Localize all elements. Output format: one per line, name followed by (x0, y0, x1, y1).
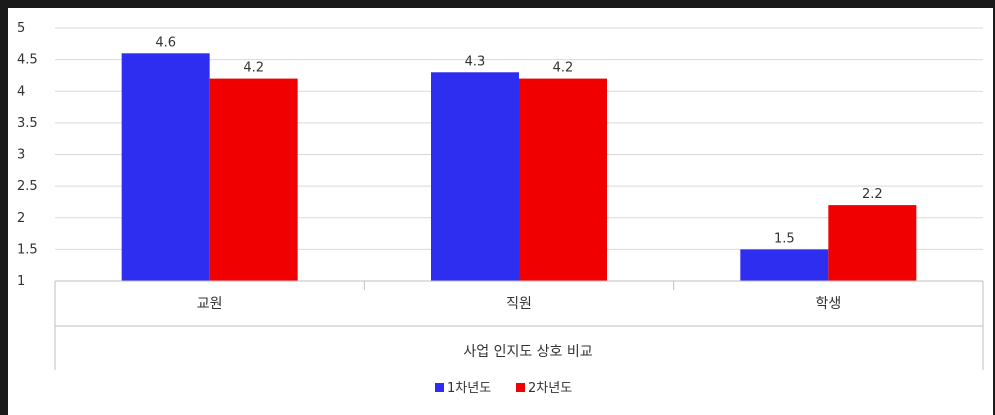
data-labels: 4.6 4.2 4.3 4.2 1.5 2.2 (155, 35, 882, 246)
y-tick-label: 5 (17, 21, 25, 36)
data-label: 1.5 (774, 231, 795, 246)
chart-frame: 1 1.5 2 2.5 3 3.5 4 4.5 5 4.6 4.2 4.3 4.2 1.5 2.2 교원 직… (8, 8, 993, 415)
bar-1-3 (740, 249, 829, 281)
bar-2-2 (519, 78, 607, 281)
y-tick-label: 2.5 (17, 179, 38, 194)
legend-swatch (516, 383, 525, 392)
y-tick-label: 3 (17, 148, 25, 163)
data-label: 4.6 (155, 35, 176, 50)
bar-2-3 (828, 205, 917, 281)
y-tick-label: 3.5 (17, 116, 38, 131)
x-axis: 교원 직원 학생 (54, 280, 984, 370)
y-tick-label: 4.5 (17, 53, 38, 68)
legend-item-2: 2차년도 (516, 381, 572, 396)
y-tick-label: 4 (17, 84, 25, 99)
x-axis-title: 사업 인지도 상호 비교 (463, 344, 592, 360)
legend-label: 2차년도 (528, 381, 572, 396)
legend-label: 1차년도 (447, 381, 491, 396)
bar-1-1 (121, 53, 210, 281)
x-tick-label: 직원 (506, 296, 532, 312)
legend: 1차년도 2차년도 (435, 381, 572, 396)
y-tick-label: 2 (17, 211, 25, 226)
x-tick-label: 학생 (815, 296, 841, 312)
data-label: 4.3 (465, 54, 486, 69)
bars (121, 53, 917, 282)
legend-item-1: 1차년도 (435, 381, 491, 396)
data-label: 4.2 (243, 61, 264, 76)
bar-2-1 (209, 78, 298, 281)
bar-chart: 1 1.5 2 2.5 3 3.5 4 4.5 5 4.6 4.2 4.3 4.2 1.5 2.2 교원 직… (17, 21, 984, 396)
y-tick-label: 1.5 (17, 242, 38, 257)
data-label: 2.2 (862, 187, 883, 202)
y-axis-ticks: 1 1.5 2 2.5 3 3.5 4 4.5 5 (17, 21, 38, 289)
legend-swatch (435, 383, 444, 392)
y-tick-label: 1 (17, 274, 25, 289)
x-tick-label: 교원 (197, 296, 223, 312)
data-label: 4.2 (553, 61, 574, 76)
bar-1-2 (431, 72, 519, 282)
